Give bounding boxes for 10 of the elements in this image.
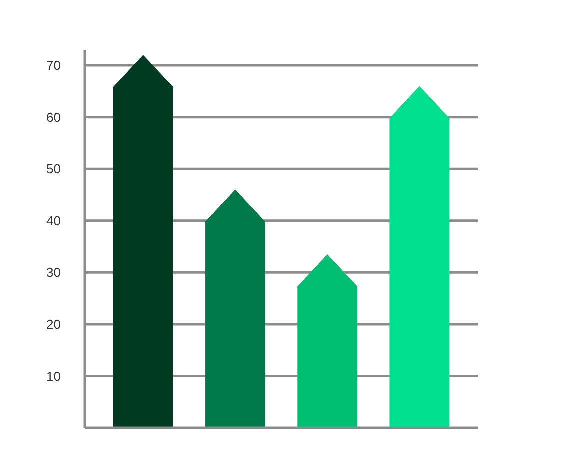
y-tick-label: 10: [46, 368, 61, 384]
y-tick-label: 40: [46, 213, 61, 228]
bar: [390, 86, 450, 428]
y-tick-label: 50: [46, 162, 61, 177]
y-tick-label: 30: [46, 265, 61, 280]
bar: [113, 55, 174, 428]
bar: [206, 190, 266, 428]
y-tick-label: 60: [46, 110, 61, 125]
y-tick-label: 70: [46, 58, 61, 74]
y-tick-label: 20: [46, 316, 61, 332]
